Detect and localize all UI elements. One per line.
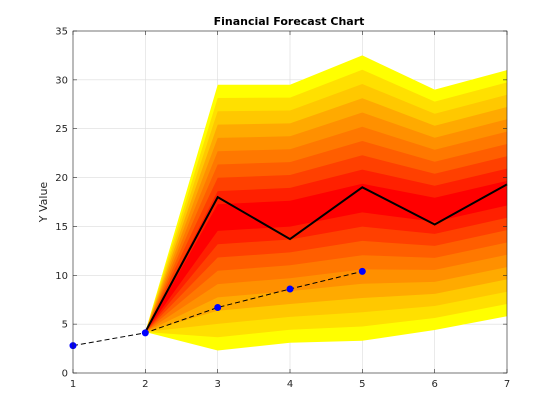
chart-title: Financial Forecast Chart (214, 15, 365, 28)
axes: 1 2 3 4 5 6 7 0 5 10 15 20 25 30 35 (55, 27, 510, 391)
y-tick-label: 20 (55, 173, 68, 184)
forecast-central-line (144, 183, 508, 333)
x-tick-label: 3 (214, 379, 220, 390)
x-tick-label: 5 (359, 379, 365, 390)
y-tick-label: 30 (55, 75, 68, 86)
history-point (286, 285, 294, 293)
y-tick-label: 15 (55, 222, 68, 233)
x-tick-label: 2 (142, 379, 148, 390)
fan-band (145, 180, 508, 332)
history-point (214, 304, 222, 311)
y-tick-label: 35 (55, 27, 68, 38)
y-tick-label: 10 (55, 271, 68, 282)
y-tick-label: 25 (55, 124, 68, 135)
history-point (358, 267, 366, 275)
y-axis-label: Y Value (37, 182, 50, 224)
history-point (141, 329, 149, 337)
forecast-fan (145, 55, 508, 351)
x-tick-label: 7 (504, 379, 510, 390)
series-lines (69, 183, 508, 350)
y-tick-label: 0 (62, 369, 68, 380)
x-tick-label: 6 (431, 379, 437, 390)
x-tick-label: 4 (287, 379, 293, 390)
y-tick-label: 5 (62, 320, 68, 331)
history-dashed-line (72, 270, 363, 347)
x-tick-label: 1 (70, 379, 76, 390)
